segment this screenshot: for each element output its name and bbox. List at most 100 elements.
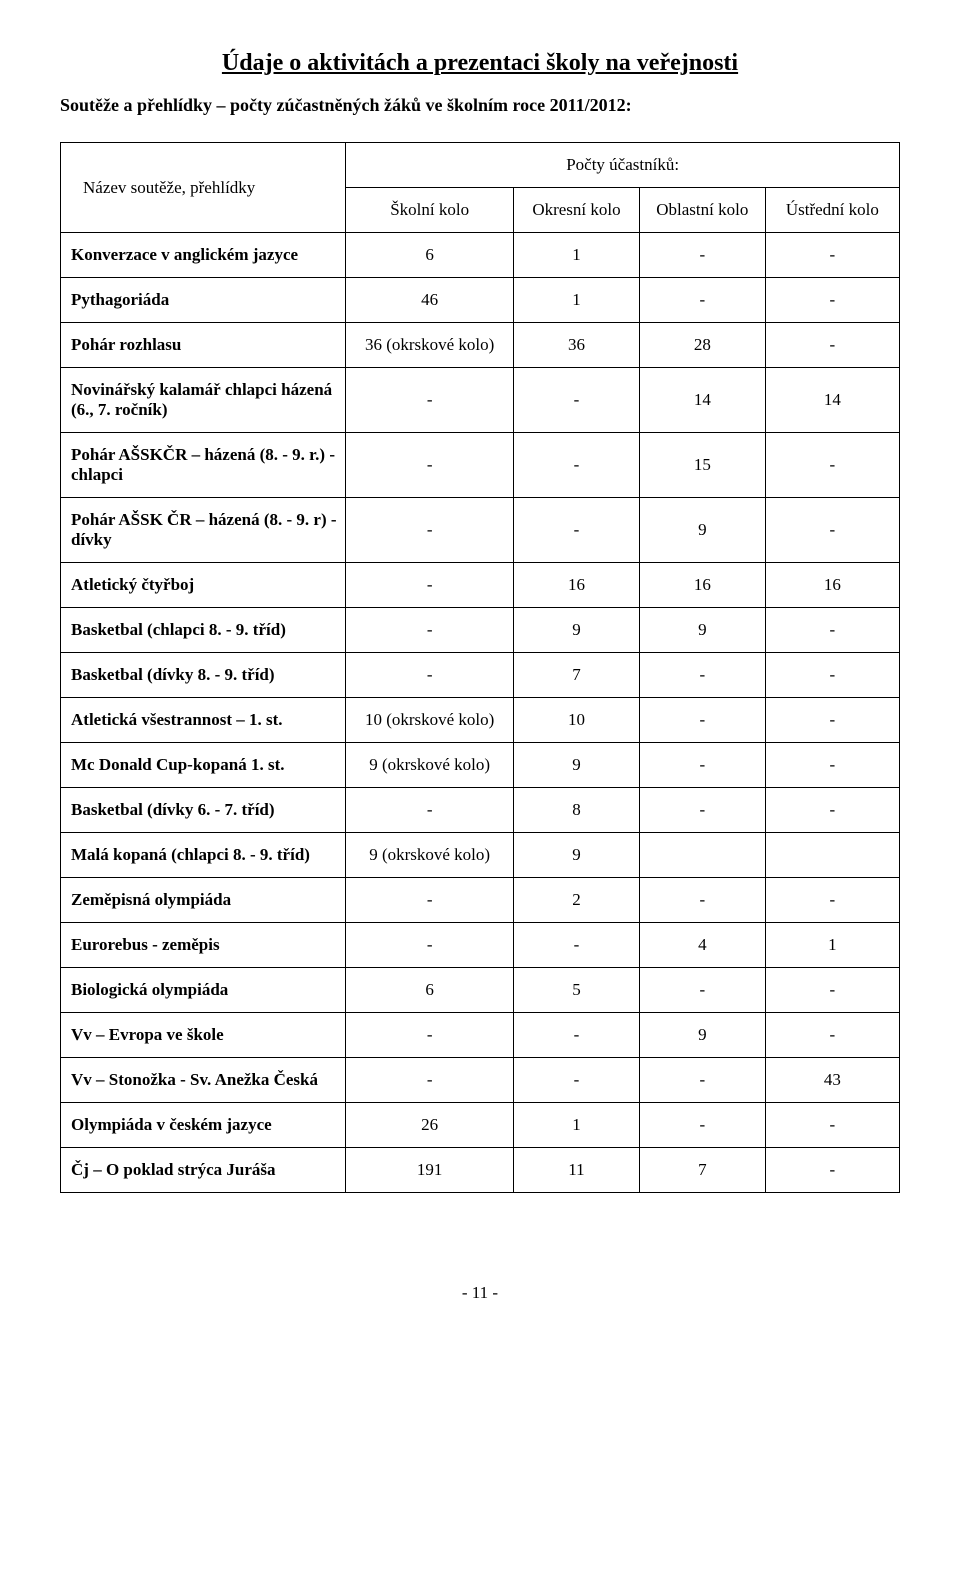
row-name: Pohár AŠSK ČR – házená (8. - 9. r) - dív…: [61, 498, 346, 563]
row-value: -: [346, 433, 514, 498]
row-value: -: [514, 433, 640, 498]
table-row: Atletická všestrannost – 1. st.10 (okrsk…: [61, 698, 900, 743]
row-value: 36 (okrskové kolo): [346, 323, 514, 368]
row-value: -: [765, 788, 899, 833]
header-name: Název soutěže, přehlídky: [61, 143, 346, 233]
row-name: Olympiáda v českém jazyce: [61, 1103, 346, 1148]
row-value: 9: [514, 743, 640, 788]
row-value: 15: [639, 433, 765, 498]
row-value: 46: [346, 278, 514, 323]
row-value: -: [346, 923, 514, 968]
competitions-table: Název soutěže, přehlídky Počty účastníků…: [60, 142, 900, 1193]
table-row: Novinářský kalamář chlapci házená (6., 7…: [61, 368, 900, 433]
row-value: -: [514, 923, 640, 968]
row-name: Basketbal (chlapci 8. - 9. tříd): [61, 608, 346, 653]
row-value: 6: [346, 233, 514, 278]
page-number: - 11 -: [60, 1283, 900, 1303]
row-value: 14: [639, 368, 765, 433]
row-value: 8: [514, 788, 640, 833]
row-value: -: [346, 498, 514, 563]
table-row: Basketbal (chlapci 8. - 9. tříd)-99-: [61, 608, 900, 653]
header-col-1: Okresní kolo: [514, 188, 640, 233]
row-value: -: [765, 323, 899, 368]
row-value: -: [346, 368, 514, 433]
row-value: -: [514, 498, 640, 563]
row-value: -: [639, 968, 765, 1013]
row-name: Vv – Stonožka - Sv. Anežka Česká: [61, 1058, 346, 1103]
row-value: -: [639, 233, 765, 278]
row-value: -: [346, 788, 514, 833]
row-value: 9: [514, 833, 640, 878]
header-col-0: Školní kolo: [346, 188, 514, 233]
row-value: -: [765, 743, 899, 788]
row-name: Vv – Evropa ve škole: [61, 1013, 346, 1058]
row-value: -: [765, 1148, 899, 1193]
table-row: Pohár rozhlasu36 (okrskové kolo)3628-: [61, 323, 900, 368]
table-row: Pythagoriáda461--: [61, 278, 900, 323]
table-row: Olympiáda v českém jazyce261--: [61, 1103, 900, 1148]
table-row: Vv – Stonožka - Sv. Anežka Česká---43: [61, 1058, 900, 1103]
row-value: -: [346, 878, 514, 923]
header-col-2: Oblastní kolo: [639, 188, 765, 233]
row-value: 9: [639, 608, 765, 653]
row-value: -: [639, 1103, 765, 1148]
row-value: -: [514, 1013, 640, 1058]
row-name: Konverzace v anglickém jazyce: [61, 233, 346, 278]
table-row: Basketbal (dívky 6. - 7. tříd)-8--: [61, 788, 900, 833]
row-value: 28: [639, 323, 765, 368]
row-value: -: [346, 653, 514, 698]
row-value: -: [639, 653, 765, 698]
table-row: Eurorebus - zeměpis--41: [61, 923, 900, 968]
row-value: 1: [765, 923, 899, 968]
row-name: Basketbal (dívky 6. - 7. tříd): [61, 788, 346, 833]
table-row: Čj – O poklad strýca Juráša191117-: [61, 1148, 900, 1193]
row-value: 11: [514, 1148, 640, 1193]
row-name: Eurorebus - zeměpis: [61, 923, 346, 968]
row-value: -: [639, 878, 765, 923]
row-value: -: [514, 1058, 640, 1103]
table-row: Konverzace v anglickém jazyce61--: [61, 233, 900, 278]
row-value: -: [765, 233, 899, 278]
row-value: 16: [765, 563, 899, 608]
row-value: 9: [514, 608, 640, 653]
row-name: Zeměpisná olympiáda: [61, 878, 346, 923]
row-value: -: [639, 278, 765, 323]
row-name: Novinářský kalamář chlapci házená (6., 7…: [61, 368, 346, 433]
subhead: Soutěže a přehlídky – počty zúčastněných…: [60, 95, 900, 116]
row-value: -: [346, 563, 514, 608]
row-value: -: [346, 1013, 514, 1058]
table-row: Malá kopaná (chlapci 8. - 9. tříd)9 (okr…: [61, 833, 900, 878]
row-value: 9 (okrskové kolo): [346, 833, 514, 878]
row-value: 10: [514, 698, 640, 743]
row-name: Čj – O poklad strýca Juráša: [61, 1148, 346, 1193]
row-value: 191: [346, 1148, 514, 1193]
table-row: Atletický čtyřboj-161616: [61, 563, 900, 608]
row-value: 6: [346, 968, 514, 1013]
row-value: 16: [639, 563, 765, 608]
row-value: 9: [639, 1013, 765, 1058]
row-value: -: [765, 968, 899, 1013]
row-value: -: [765, 433, 899, 498]
row-value: -: [514, 368, 640, 433]
row-value: 10 (okrskové kolo): [346, 698, 514, 743]
row-value: 26: [346, 1103, 514, 1148]
row-value: 16: [514, 563, 640, 608]
row-value: -: [765, 878, 899, 923]
row-value: -: [346, 608, 514, 653]
row-value: 2: [514, 878, 640, 923]
row-value: 9 (okrskové kolo): [346, 743, 514, 788]
table-row: Pohár AŠSK ČR – házená (8. - 9. r) - dív…: [61, 498, 900, 563]
row-name: Pohár AŠSKČR – házená (8. - 9. r.) - chl…: [61, 433, 346, 498]
table-row: Vv – Evropa ve škole--9-: [61, 1013, 900, 1058]
row-value: 7: [639, 1148, 765, 1193]
row-value: -: [765, 1013, 899, 1058]
row-value: 5: [514, 968, 640, 1013]
row-value: [765, 833, 899, 878]
row-name: Malá kopaná (chlapci 8. - 9. tříd): [61, 833, 346, 878]
table-row: Pohár AŠSKČR – házená (8. - 9. r.) - chl…: [61, 433, 900, 498]
row-value: -: [765, 498, 899, 563]
table-row: Mc Donald Cup-kopaná 1. st.9 (okrskové k…: [61, 743, 900, 788]
row-value: -: [639, 788, 765, 833]
row-value: -: [639, 698, 765, 743]
row-value: [639, 833, 765, 878]
